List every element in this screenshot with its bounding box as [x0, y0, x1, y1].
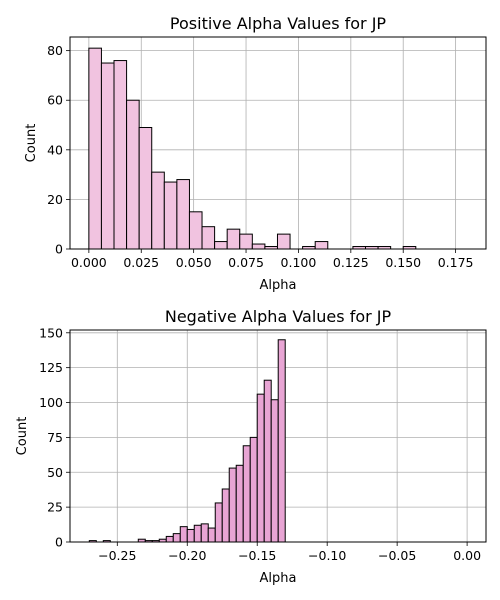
positive-x-tick-label-3: 0.075: [228, 255, 264, 270]
positive-x-tick-label-1: 0.025: [123, 255, 159, 270]
negative-x-tick-label-2: −0.15: [238, 548, 276, 563]
negative-x-tick-label-5: 0.00: [453, 548, 481, 563]
negative-bar-22: [242, 445, 251, 543]
negative-bar-23: [249, 436, 258, 543]
positive-bar-0: [88, 47, 102, 250]
negative-y-ticks: 0 25 50 75 100 125 150: [39, 325, 70, 550]
negative-bar-25: [263, 379, 272, 543]
negative-y-tick-label-5: 125: [39, 360, 63, 375]
positive-x-tick-label-6: 0.150: [385, 255, 421, 270]
positive-bar-1: [100, 62, 115, 250]
negative-bar-11: [165, 535, 174, 543]
positive-y-ticks: 0 20 40 60 80: [47, 43, 70, 257]
positive-x-ticks: 0.000 0.025 0.050 0.075 0.100 0.125 0.150 0.175: [71, 249, 474, 270]
negative-bar-12: [172, 533, 181, 543]
positive-y-tick-label-2: 40: [47, 142, 63, 157]
negative-x-tick-label-3: −0.10: [308, 548, 346, 563]
negative-alpha-histogram: −0.25 −0.20 −0.15 −0.10 −0.05 0.00 0 25 50 75 100…: [15, 307, 487, 586]
negative-bar-26: [270, 399, 279, 543]
negative-y-tick-label-3: 75: [47, 430, 63, 445]
positive-bar-15: [276, 233, 291, 250]
negative-y-axis-label: Count: [15, 417, 30, 456]
positive-bar-4: [138, 127, 153, 250]
negative-bar-17: [207, 527, 216, 543]
positive-bar-2: [113, 60, 128, 250]
negative-y-tick-label-0: 0: [55, 535, 63, 550]
positive-x-tick-label-5: 0.125: [333, 255, 369, 270]
positive-chart-title: Positive Alpha Values for JP: [170, 14, 387, 33]
negative-x-tick-label-1: −0.20: [168, 548, 206, 563]
negative-bar-21: [235, 464, 244, 543]
positive-bar-8: [188, 211, 203, 250]
negative-bar-27: [277, 339, 286, 543]
positive-x-tick-label-0: 0.000: [71, 255, 107, 270]
positive-bar-10: [214, 241, 228, 250]
negative-bar-13: [179, 526, 188, 543]
positive-bar-7: [176, 179, 190, 250]
positive-plot-frame: [69, 36, 487, 250]
positive-bar-9: [201, 226, 216, 250]
negative-y-tick-label-6: 150: [39, 325, 63, 340]
negative-y-tick-label-2: 50: [47, 465, 63, 480]
negative-bar-20: [228, 467, 237, 543]
positive-bar-18: [314, 241, 329, 250]
positive-bar-5: [151, 171, 165, 250]
negative-x-axis-label: Alpha: [260, 571, 297, 586]
negative-plot-frame: [69, 329, 487, 543]
positive-y-tick-label-4: 80: [47, 43, 63, 58]
negative-x-ticks: −0.25 −0.20 −0.15 −0.10 −0.05 0.00: [98, 542, 481, 563]
positive-bar-6: [163, 181, 178, 250]
positive-bars: [88, 47, 417, 250]
positive-bar-12: [239, 233, 253, 250]
positive-x-axis-label: Alpha: [260, 278, 297, 293]
negative-bar-15: [193, 524, 202, 543]
positive-y-axis-label: Count: [24, 124, 39, 163]
positive-x-tick-label-7: 0.175: [438, 255, 474, 270]
positive-y-tick-label-3: 60: [47, 93, 63, 108]
positive-x-tick-label-2: 0.050: [176, 255, 212, 270]
positive-bar-13: [251, 243, 266, 250]
negative-bar-14: [186, 528, 195, 543]
negative-bar-16: [200, 523, 209, 543]
positive-y-tick-label-0: 0: [55, 242, 63, 257]
negative-bar-24: [256, 393, 265, 543]
positive-alpha-histogram: 0.000 0.025 0.050 0.075 0.100 0.125 0.150 0.175…: [24, 14, 487, 293]
negative-y-tick-label-4: 100: [39, 395, 63, 410]
positive-x-tick-label-4: 0.100: [281, 255, 317, 270]
positive-y-tick-label-1: 20: [47, 192, 63, 207]
negative-y-tick-label-1: 25: [47, 500, 63, 515]
negative-chart-title: Negative Alpha Values for JP: [165, 307, 392, 326]
positive-bar-11: [226, 228, 241, 250]
negative-bar-19: [221, 488, 230, 543]
positive-bar-3: [126, 99, 140, 250]
negative-x-tick-label-0: −0.25: [98, 548, 136, 563]
negative-bar-18: [214, 502, 223, 543]
negative-x-tick-label-4: −0.05: [378, 548, 416, 563]
